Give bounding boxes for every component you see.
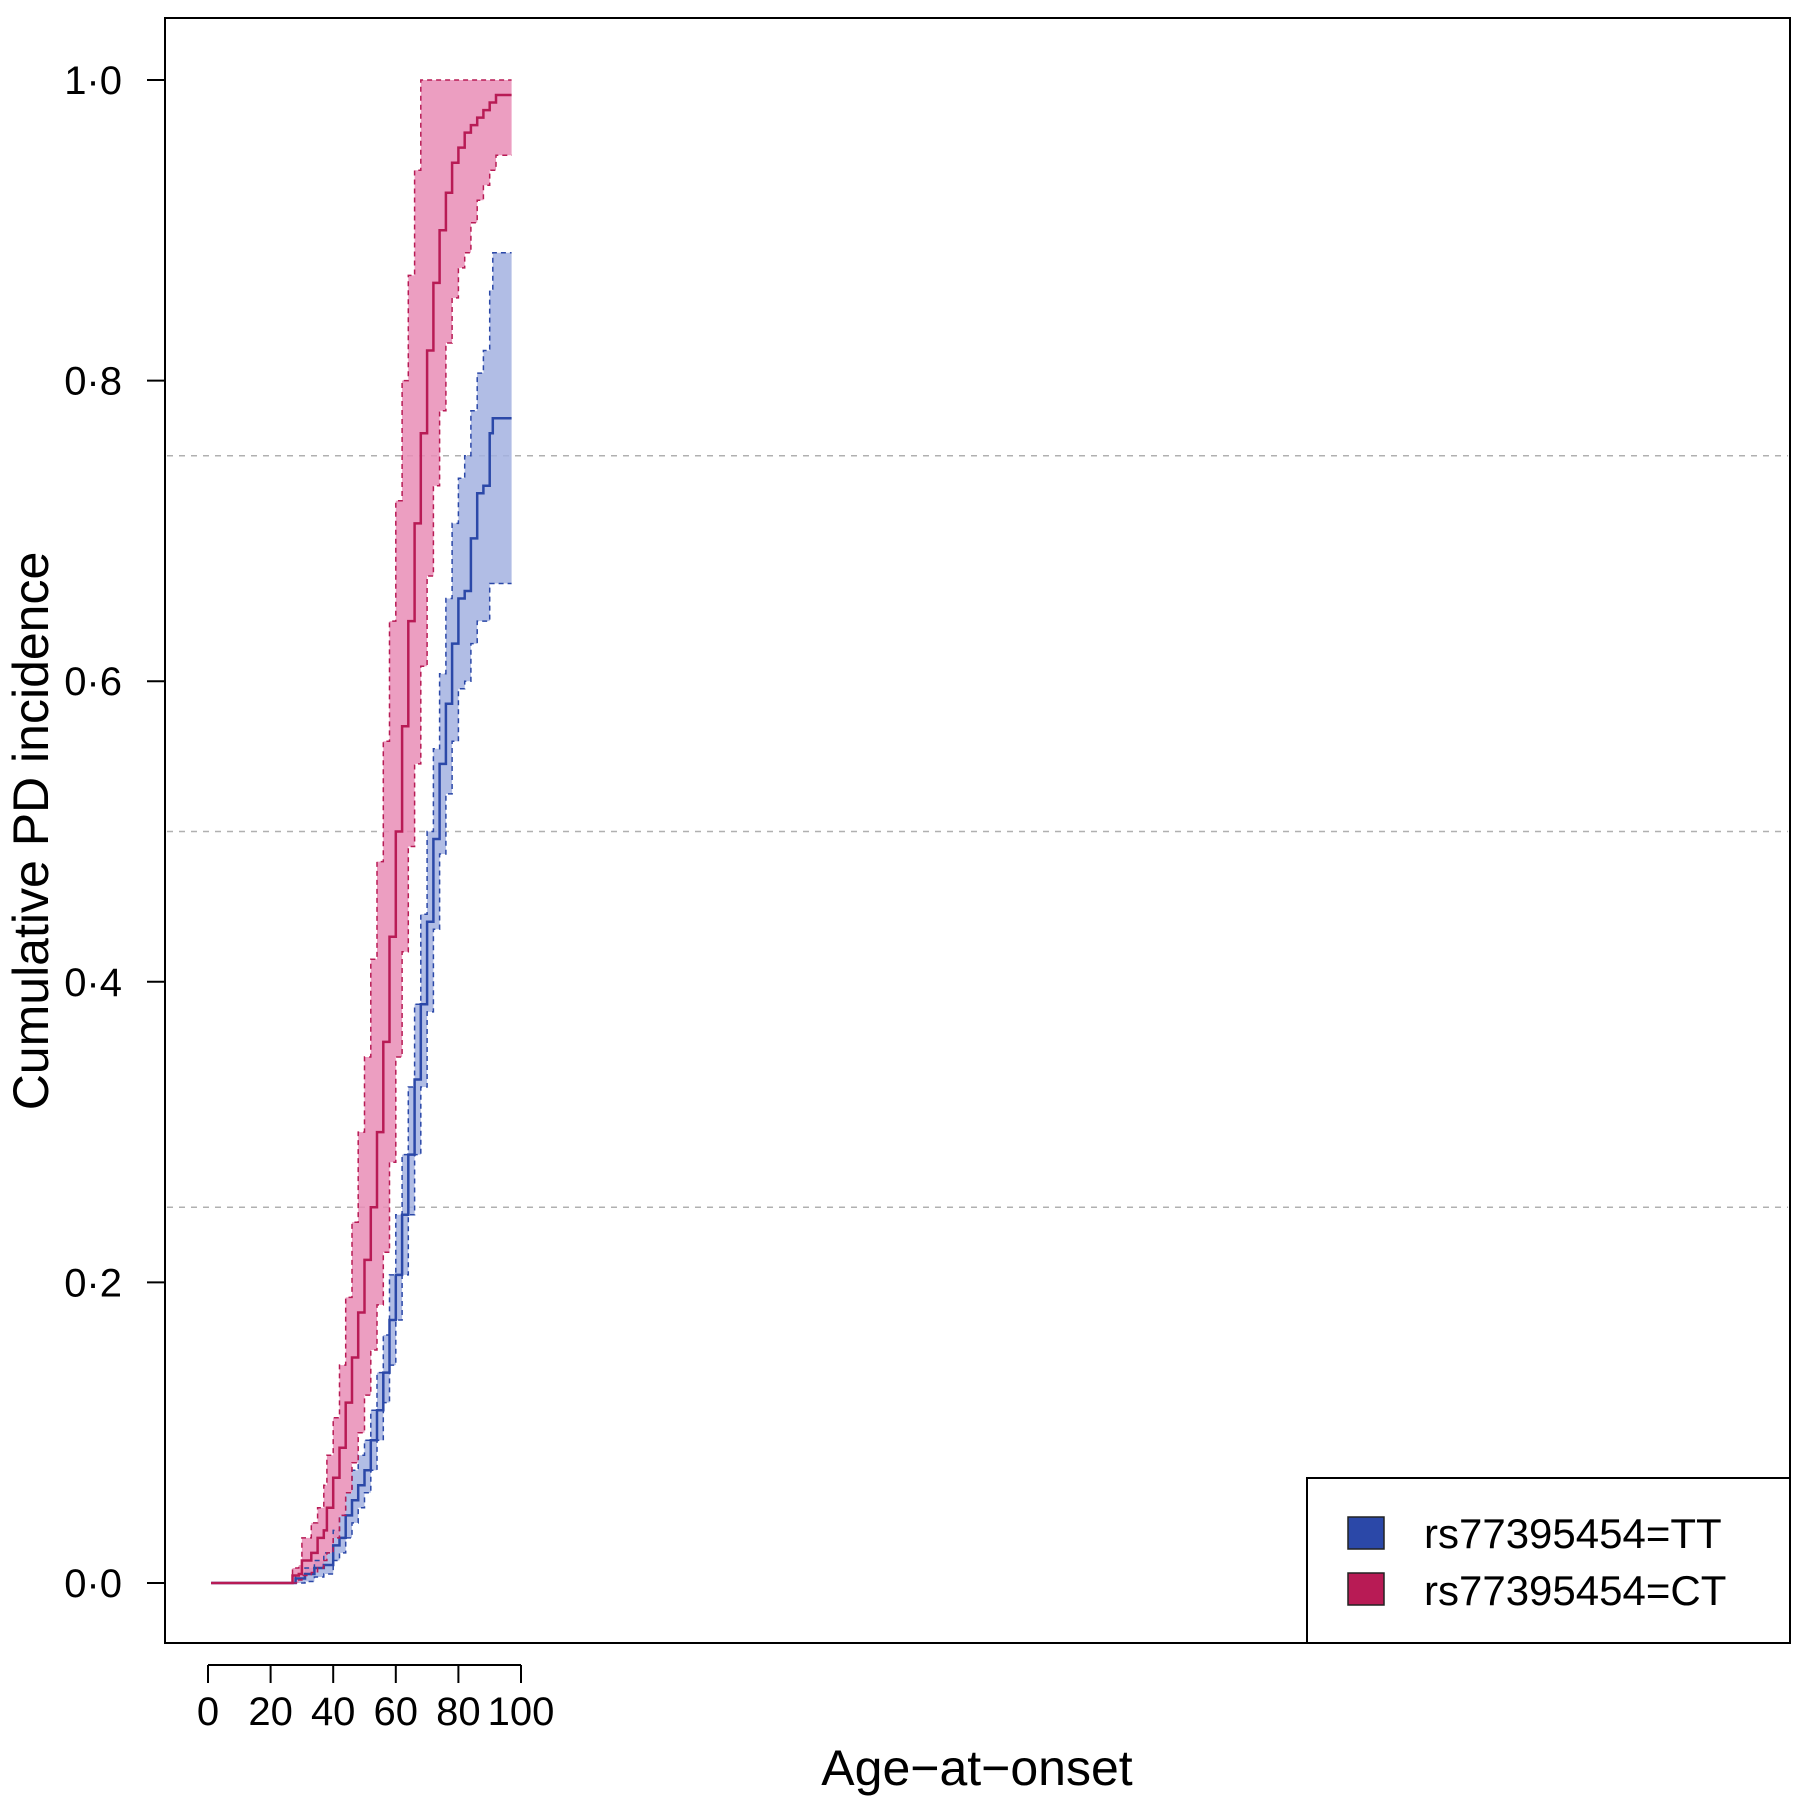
band-series-0 bbox=[211, 252, 512, 1583]
y-tick-label-3: 0·6 bbox=[64, 660, 122, 704]
y-tick-label-1: 0·2 bbox=[64, 1261, 122, 1305]
y-tick-label-4: 0·8 bbox=[64, 360, 122, 404]
x-tick-label-4: 80 bbox=[436, 1690, 481, 1734]
y-tick-label-5: 1·0 bbox=[64, 59, 122, 103]
x-tick-label-5: 100 bbox=[488, 1690, 555, 1734]
legend-swatch-tt bbox=[1347, 1516, 1385, 1550]
x-tick-label-1: 20 bbox=[248, 1690, 293, 1734]
series-lines bbox=[211, 79, 512, 1585]
legend-label-ct: rs77395454=CT bbox=[1424, 1567, 1726, 1614]
x-axis: 0 20 40 60 80 100 bbox=[197, 1664, 555, 1734]
confidence-bands bbox=[211, 80, 512, 1583]
legend-box bbox=[1306, 1477, 1791, 1644]
line-series-1 bbox=[211, 93, 512, 1585]
y-tick-label-0: 0·0 bbox=[64, 1562, 122, 1606]
x-axis-label: Age−at−onset bbox=[821, 1740, 1132, 1796]
legend: rs77395454=TT rs77395454=CT bbox=[1306, 1477, 1791, 1644]
y-tick-label-2: 0·4 bbox=[64, 961, 122, 1005]
x-tick-label-3: 60 bbox=[374, 1690, 419, 1734]
y-axis-label: Cumulative PD incidence bbox=[3, 552, 59, 1111]
upper-bound-series-1 bbox=[211, 79, 512, 1584]
x-tick-label-0: 0 bbox=[197, 1690, 219, 1734]
lower-bound-series-1 bbox=[211, 154, 512, 1584]
x-tick-label-2: 40 bbox=[311, 1690, 356, 1734]
y-axis: 0·0 0·2 0·4 0·6 0·8 1·0 bbox=[64, 59, 166, 1606]
legend-label-tt: rs77395454=TT bbox=[1424, 1510, 1722, 1557]
band-series-1 bbox=[211, 80, 512, 1583]
legend-swatch-ct bbox=[1347, 1572, 1385, 1606]
